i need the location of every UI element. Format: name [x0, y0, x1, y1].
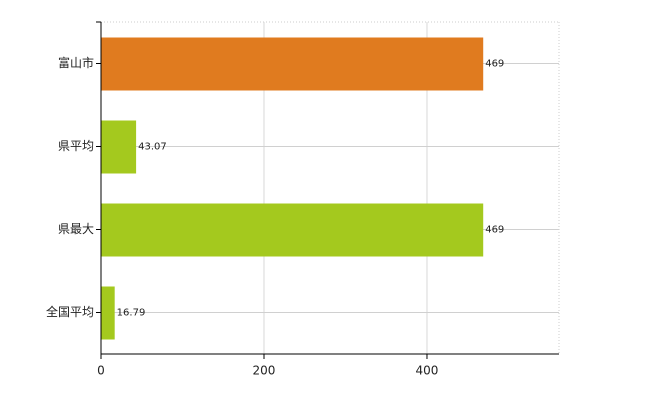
value-label: 469 — [485, 59, 504, 70]
value-label: 43.07 — [138, 142, 167, 153]
bar — [101, 120, 137, 174]
y-tick-label: 富山市 — [58, 55, 94, 70]
bar — [101, 203, 484, 257]
y-tick-label: 全国平均 — [46, 304, 94, 319]
x-tick-label: 0 — [97, 364, 105, 378]
bar — [101, 37, 484, 91]
bar — [101, 286, 115, 340]
x-tick-label: 200 — [253, 364, 276, 378]
y-tick-label: 県平均 — [58, 139, 94, 153]
value-label: 16.79 — [117, 308, 146, 319]
x-tick-label: 400 — [416, 364, 439, 378]
value-label: 469 — [485, 225, 504, 236]
y-tick-label: 県最大 — [58, 222, 94, 236]
